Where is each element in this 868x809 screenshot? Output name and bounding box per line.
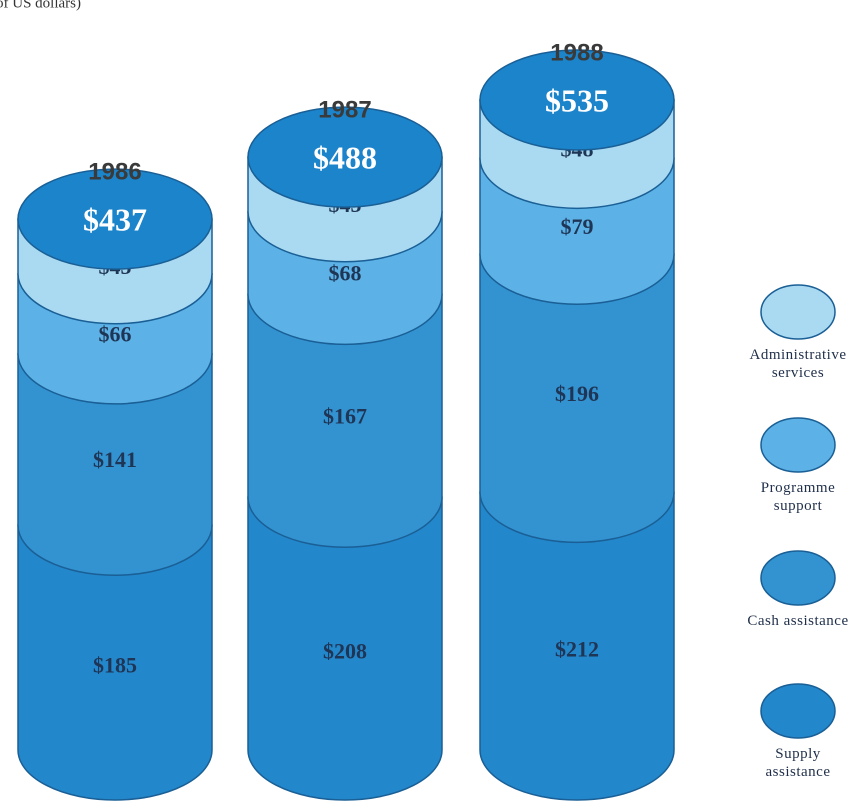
segment-label: $66 [99, 321, 132, 346]
segment-label: $68 [329, 261, 362, 286]
year-label: 1987 [318, 96, 371, 123]
cylinder-segment [247, 496, 443, 801]
cylinder-cap [479, 49, 675, 151]
legend-label: Cash assistance [747, 613, 849, 629]
segment-label: $141 [93, 447, 137, 472]
total-label: $488 [313, 139, 377, 175]
segment-label: $208 [323, 639, 367, 664]
legend-label: Administrative services [749, 347, 847, 381]
cylinder-segment [479, 491, 675, 801]
cylinder-segment [17, 524, 213, 801]
legend-swatch [760, 284, 836, 340]
total-label: $535 [545, 82, 609, 118]
cylinder-cap [17, 168, 213, 270]
segment-label: $79 [561, 214, 594, 239]
legend-swatch [760, 683, 836, 739]
legend-swatch [760, 550, 836, 606]
segment-label: $196 [555, 381, 599, 406]
legend-swatch [760, 417, 836, 473]
cylinder-segment [479, 253, 675, 544]
cylinder-segment [17, 353, 213, 576]
year-label: 1988 [550, 39, 603, 66]
year-label: 1986 [88, 158, 141, 185]
segment-label: $167 [323, 403, 367, 428]
legend-label: Supply assistance [765, 746, 831, 780]
cylinder-segment [247, 293, 443, 549]
cylinder-cap [247, 106, 443, 208]
total-label: $437 [83, 201, 147, 237]
subtitle: of US dollars) [0, 0, 81, 11]
segment-label: $212 [555, 636, 599, 661]
segment-label: $185 [93, 653, 137, 678]
legend-label: Programme support [760, 480, 836, 514]
